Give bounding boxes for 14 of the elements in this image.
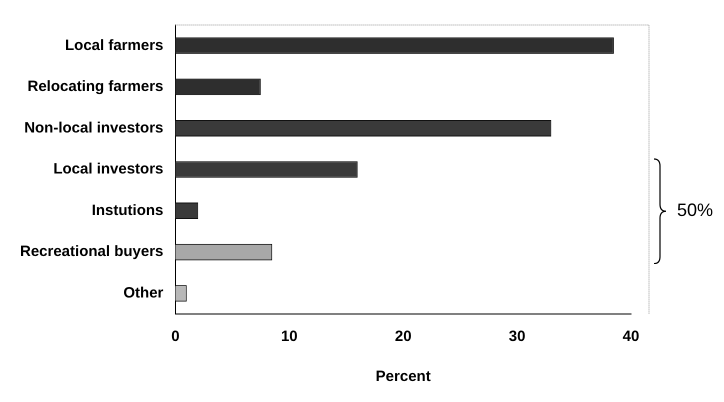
y-tick-label: Non-local investors bbox=[24, 119, 164, 136]
y-tick-label: Other bbox=[123, 284, 164, 302]
x-tick-label: 10 bbox=[280, 328, 298, 346]
y-tick-label: Recreational buyers bbox=[20, 243, 164, 260]
y-tick-label: Local farmers bbox=[65, 36, 164, 54]
x-axis-title: Percent bbox=[376, 368, 431, 386]
y-tick-label: Local investors bbox=[53, 160, 164, 178]
x-tick-label: 30 bbox=[508, 328, 526, 346]
text: 50% bbox=[677, 200, 714, 220]
x-tick-label: 0 bbox=[171, 328, 180, 346]
x-tick-label: 20 bbox=[394, 328, 412, 346]
x-tick-label: 40 bbox=[622, 328, 640, 346]
y-tick-label: Instutions bbox=[92, 202, 164, 219]
y-tick-label: Relocating farmers bbox=[28, 78, 164, 96]
